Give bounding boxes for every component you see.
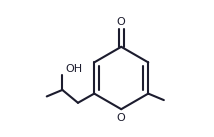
Text: O: O (117, 113, 126, 123)
Text: O: O (117, 17, 126, 27)
Text: OH: OH (66, 64, 83, 74)
